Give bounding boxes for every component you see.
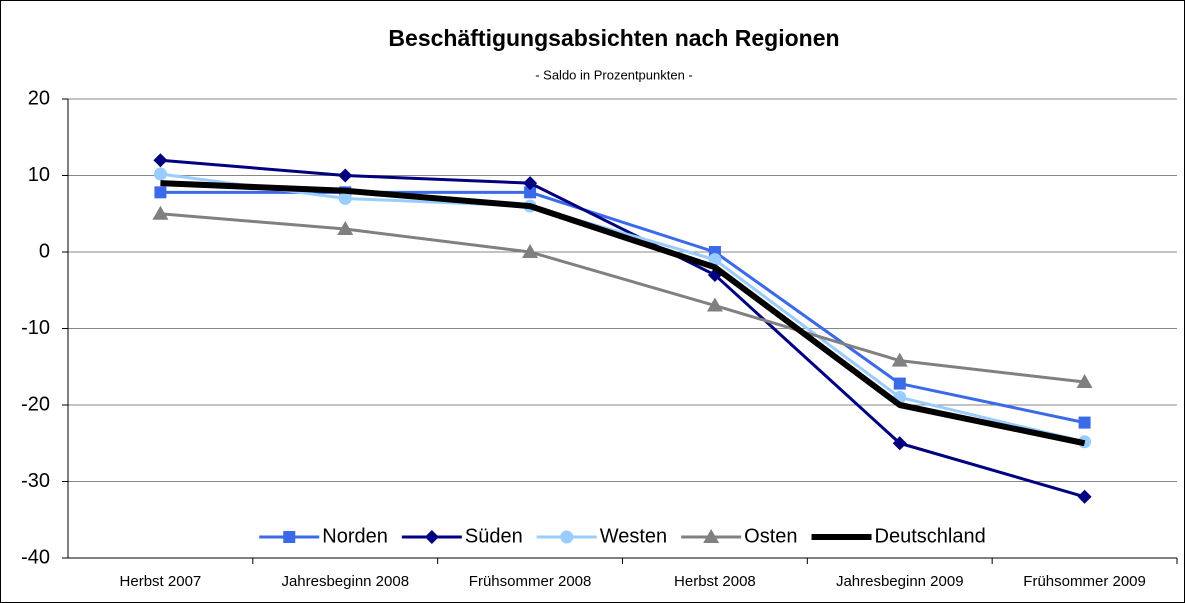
marker: [338, 168, 353, 183]
marker: [152, 205, 169, 220]
chart-title: Beschäftigungsabsichten nach Regionen: [388, 25, 839, 51]
y-tick-label: -40: [21, 546, 50, 568]
marker: [153, 167, 167, 181]
y-tick-label: -30: [21, 470, 50, 492]
legend-label: Westen: [600, 525, 667, 547]
series-line: [160, 172, 1085, 444]
y-tick-label: 20: [28, 87, 50, 109]
legend-label: Norden: [322, 525, 388, 547]
legend-label: Deutschland: [875, 525, 986, 547]
legend-marker: [283, 531, 296, 543]
y-tick-label: -10: [21, 317, 50, 339]
marker: [524, 186, 537, 199]
marker: [1078, 416, 1091, 429]
legend-label: Süden: [465, 525, 523, 547]
marker: [154, 186, 167, 199]
marker: [338, 191, 352, 205]
x-tick-label: Jahresbeginn 2008: [281, 573, 409, 590]
marker: [1077, 489, 1092, 504]
legend-label: Osten: [744, 525, 797, 547]
y-tick-label: -20: [21, 393, 50, 415]
series-line: [160, 158, 1086, 499]
y-tick-label: 10: [28, 164, 50, 186]
marker: [708, 253, 722, 267]
x-tick-label: Jahresbeginn 2009: [836, 573, 964, 590]
marker: [706, 297, 723, 312]
marker: [1076, 374, 1093, 389]
chart-subtitle: - Saldo in Prozentpunkten -: [535, 67, 693, 82]
legend-marker: [424, 530, 439, 544]
y-tick-label: 0: [39, 240, 50, 262]
x-tick-label: Herbst 2008: [674, 573, 756, 590]
x-tick-label: Herbst 2007: [120, 573, 202, 590]
legend-marker: [560, 530, 574, 544]
marker: [523, 176, 538, 191]
x-tick-label: Frühsommer 2009: [1023, 573, 1146, 590]
marker: [522, 244, 539, 258]
x-tick-label: Frühsommer 2008: [469, 573, 592, 590]
marker: [891, 352, 908, 367]
marker: [153, 153, 168, 168]
legend: Norden Süden Westen Osten Deutschland: [259, 525, 986, 547]
legend-marker: [703, 529, 720, 543]
series-line: [160, 180, 1086, 447]
marker: [893, 377, 906, 390]
marker: [337, 221, 354, 236]
marker: [892, 436, 907, 451]
series-line: [160, 212, 1085, 384]
